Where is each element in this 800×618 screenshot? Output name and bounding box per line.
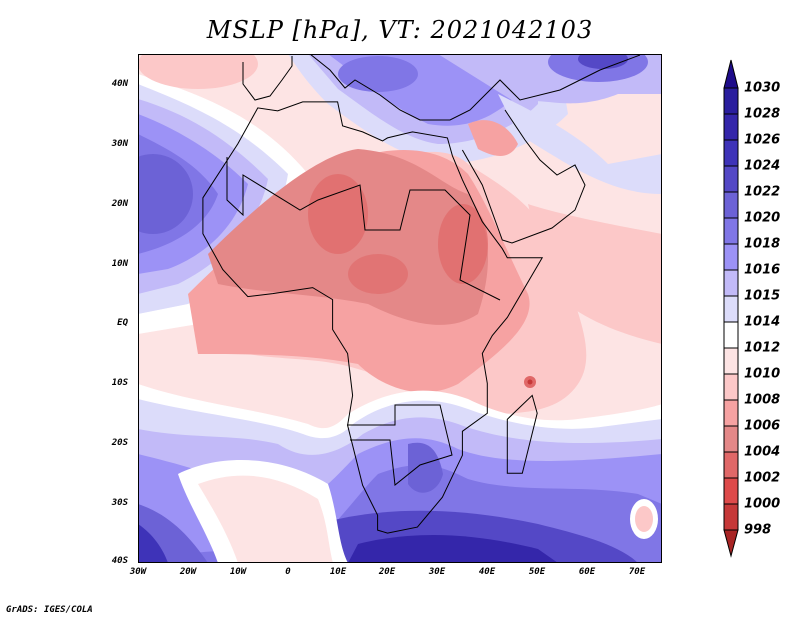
colorbar-label: 1030 — [744, 80, 781, 96]
atlantic-high — [138, 74, 308, 334]
map-frame — [138, 54, 662, 563]
lat-tick: 10S — [111, 378, 128, 388]
colorbar-swatch — [723, 113, 739, 141]
colorbar-swatch — [723, 347, 739, 375]
lat-tick: 20N — [111, 199, 128, 209]
colorbar-swatch — [723, 477, 739, 505]
lat-tick: 40N — [111, 79, 128, 89]
colorbar-label: 1026 — [744, 132, 781, 148]
colorbar-label: 1000 — [744, 496, 781, 512]
colorbar-label: 1014 — [744, 314, 781, 330]
colorbar-label: 1010 — [744, 366, 781, 382]
colorbar-under-triangle — [723, 529, 739, 558]
colorbar-swatch — [723, 243, 739, 271]
coastlines — [202, 54, 641, 534]
colorbar — [723, 59, 739, 558]
country-borders — [226, 157, 501, 301]
colorbar-label: 1016 — [744, 262, 781, 278]
colorbar-label: 1018 — [744, 236, 781, 252]
lon-tick: 20E — [378, 567, 396, 577]
colorbar-swatch — [723, 295, 739, 323]
colorbar-swatch — [723, 87, 739, 115]
colorbar-swatch — [723, 373, 739, 401]
lon-tick: 30W — [129, 567, 147, 577]
lon-tick: 50E — [528, 567, 546, 577]
colorbar-label: 1012 — [744, 340, 781, 356]
lat-tick: 40S — [111, 556, 128, 566]
colorbar-label: 1020 — [744, 210, 781, 226]
lon-tick: 30E — [428, 567, 446, 577]
iberia-outline — [242, 56, 293, 101]
colorbar-label: 1022 — [744, 184, 781, 200]
colorbar-label: 1028 — [744, 106, 781, 122]
colorbar-swatch — [723, 217, 739, 245]
lon-tick: 20W — [179, 567, 197, 577]
colorbar-swatch — [723, 269, 739, 297]
tropical-low — [188, 120, 662, 414]
lat-tick: 20S — [111, 438, 128, 448]
lat-tick: 30N — [111, 139, 128, 149]
africa-outline — [202, 101, 544, 534]
colorbar-swatch — [723, 451, 739, 479]
colorbar-swatch — [723, 165, 739, 193]
lon-tick: 40E — [478, 567, 496, 577]
colorbar-swatch — [723, 191, 739, 219]
arabia-outline — [461, 109, 586, 244]
grads-credit: GrADS: IGES/COLA — [6, 605, 93, 615]
colorbar-label: 1008 — [744, 392, 781, 408]
lon-tick: 10W — [229, 567, 247, 577]
country-borders-south — [347, 404, 453, 486]
lon-tick: 10E — [329, 567, 347, 577]
colorbar-swatch — [723, 321, 739, 349]
madagascar-outline — [506, 394, 538, 474]
field-1010-nw — [138, 54, 258, 89]
colorbar-label: 1024 — [744, 158, 781, 174]
lat-tick: 30S — [111, 498, 128, 508]
colorbar-swatch — [723, 399, 739, 427]
colorbar-swatch — [723, 139, 739, 167]
lat-tick: 10N — [111, 259, 128, 269]
colorbar-swatch — [723, 503, 739, 531]
mslp-field-map — [138, 54, 662, 563]
colorbar-over-triangle — [723, 59, 739, 89]
colorbar-swatch — [723, 425, 739, 453]
lon-tick: 0 — [285, 567, 291, 577]
colorbar-label: 1006 — [744, 418, 781, 434]
colorbar-label: 1002 — [744, 470, 781, 486]
colorbar-label: 1004 — [744, 444, 781, 460]
lon-tick: 70E — [628, 567, 646, 577]
colorbar-label: 1015 — [744, 288, 781, 304]
lon-tick: 60E — [578, 567, 596, 577]
map-title: MSLP [hPa], VT: 2021042103 — [206, 16, 594, 44]
europe-outline — [309, 54, 641, 121]
lat-tick: EQ — [117, 318, 128, 328]
colorbar-label: 998 — [744, 522, 772, 538]
